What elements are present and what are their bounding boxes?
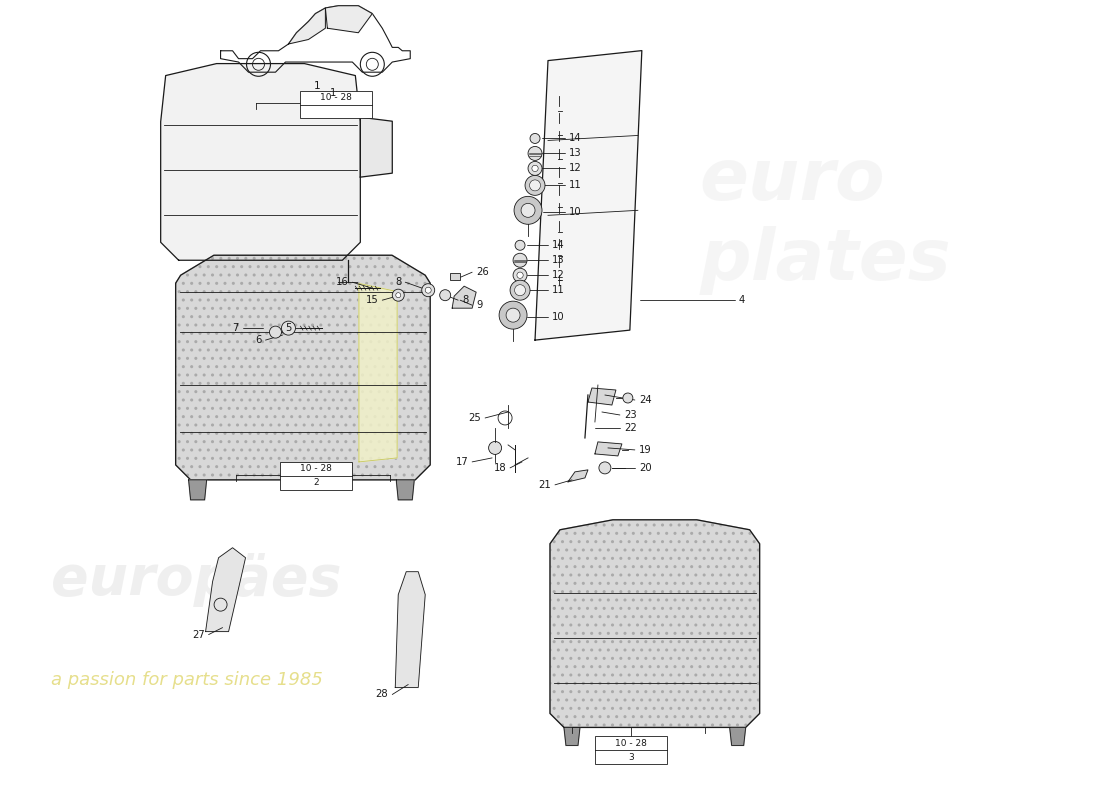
- Circle shape: [515, 240, 525, 250]
- Circle shape: [623, 393, 632, 403]
- Polygon shape: [564, 727, 580, 746]
- Polygon shape: [359, 283, 397, 462]
- Circle shape: [532, 166, 538, 171]
- Text: 12: 12: [552, 270, 564, 280]
- Circle shape: [530, 134, 540, 143]
- Text: 14: 14: [569, 134, 582, 143]
- Polygon shape: [568, 470, 587, 482]
- Circle shape: [515, 285, 526, 296]
- Circle shape: [514, 196, 542, 224]
- Text: 28: 28: [376, 690, 388, 699]
- Text: 16: 16: [336, 278, 349, 287]
- Circle shape: [488, 442, 502, 454]
- Text: a passion for parts since 1985: a passion for parts since 1985: [51, 670, 322, 689]
- Text: 26: 26: [476, 267, 488, 278]
- Text: 1: 1: [314, 81, 321, 90]
- Circle shape: [396, 293, 400, 298]
- Text: 13: 13: [569, 149, 582, 158]
- Text: euro
plates: euro plates: [700, 146, 952, 294]
- Text: europäes: europäes: [51, 553, 341, 606]
- Polygon shape: [729, 727, 746, 746]
- Circle shape: [440, 290, 451, 301]
- Polygon shape: [535, 50, 641, 340]
- Circle shape: [517, 272, 524, 278]
- Text: 10: 10: [569, 207, 582, 218]
- Circle shape: [426, 287, 431, 293]
- Text: 8: 8: [395, 278, 402, 287]
- Polygon shape: [550, 520, 760, 727]
- Text: 11: 11: [569, 180, 582, 190]
- Circle shape: [513, 268, 527, 282]
- Text: 10: 10: [552, 312, 564, 322]
- Text: 24: 24: [639, 395, 651, 405]
- Circle shape: [513, 254, 527, 267]
- Text: 10 - 28: 10 - 28: [300, 464, 332, 474]
- Circle shape: [529, 180, 540, 191]
- Text: 3: 3: [628, 753, 634, 762]
- Text: 21: 21: [538, 480, 551, 490]
- Polygon shape: [288, 8, 326, 44]
- Bar: [450, 274, 460, 280]
- Polygon shape: [206, 548, 245, 631]
- Text: 23: 23: [624, 410, 637, 420]
- Text: 7: 7: [232, 323, 239, 333]
- Circle shape: [510, 280, 530, 300]
- Text: 17: 17: [455, 457, 469, 467]
- Polygon shape: [396, 480, 415, 500]
- Circle shape: [393, 289, 405, 301]
- Polygon shape: [361, 118, 393, 177]
- Text: 2: 2: [314, 478, 319, 487]
- Text: 4: 4: [739, 295, 745, 305]
- Text: 5: 5: [285, 323, 292, 333]
- Text: 10 - 28: 10 - 28: [615, 739, 647, 748]
- Text: 14: 14: [552, 240, 564, 250]
- Circle shape: [598, 462, 611, 474]
- Text: 8: 8: [462, 295, 469, 305]
- Text: 18: 18: [494, 463, 506, 473]
- Polygon shape: [188, 480, 207, 500]
- Polygon shape: [595, 442, 621, 456]
- Polygon shape: [176, 255, 430, 480]
- Circle shape: [421, 284, 434, 297]
- Polygon shape: [326, 6, 372, 33]
- Circle shape: [506, 308, 520, 322]
- Circle shape: [270, 326, 282, 338]
- Circle shape: [499, 301, 527, 329]
- Text: 15: 15: [365, 295, 378, 305]
- Text: 6: 6: [255, 335, 262, 345]
- Circle shape: [528, 162, 542, 175]
- Text: 13: 13: [552, 255, 564, 266]
- Text: 27: 27: [191, 630, 205, 639]
- Text: 10 - 28: 10 - 28: [320, 93, 352, 102]
- Text: 11: 11: [552, 285, 564, 295]
- Polygon shape: [452, 286, 476, 308]
- Circle shape: [528, 146, 542, 161]
- Polygon shape: [161, 63, 361, 260]
- Bar: [300, 90, 372, 118]
- Text: 19: 19: [639, 445, 651, 455]
- Bar: [595, 737, 667, 764]
- Text: 1: 1: [329, 87, 336, 98]
- Text: 22: 22: [624, 423, 637, 433]
- Polygon shape: [587, 388, 616, 405]
- Text: 9: 9: [476, 300, 483, 310]
- Text: 20: 20: [639, 463, 651, 473]
- Circle shape: [282, 321, 296, 335]
- Text: 25: 25: [469, 413, 481, 423]
- Polygon shape: [395, 572, 426, 687]
- Circle shape: [521, 203, 535, 218]
- Bar: [280, 462, 352, 490]
- Circle shape: [525, 175, 544, 195]
- Text: 12: 12: [569, 163, 582, 174]
